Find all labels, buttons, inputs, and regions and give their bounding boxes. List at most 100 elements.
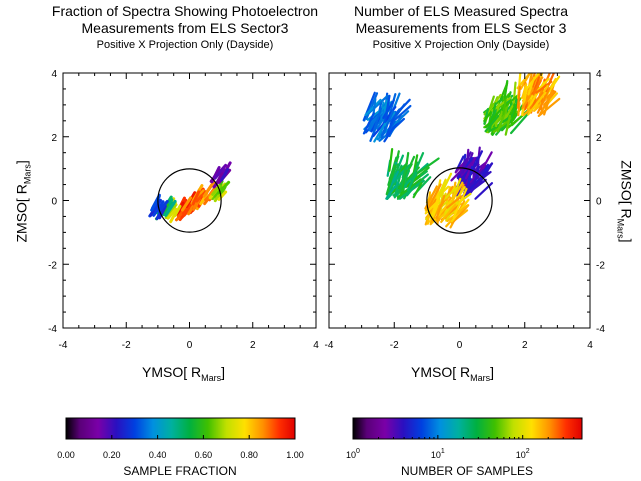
right-x-axis-title: YMSO[ RMars] (411, 364, 495, 383)
heatmap-streak (460, 162, 473, 177)
heatmap-streak (373, 107, 383, 131)
left-colorbar (65, 417, 296, 440)
heatmap-streak (152, 198, 162, 211)
heatmap-streak (473, 165, 480, 184)
left-title-line1: Fraction of Spectra Showing Photoelectro… (51, 3, 319, 19)
heatmap-streak (424, 199, 440, 215)
heatmap-streak (398, 166, 407, 194)
y-tick-label: -4 (596, 324, 605, 335)
heatmap-streak (537, 97, 561, 117)
heatmap-streak (527, 76, 536, 96)
right-colorbar (352, 417, 583, 440)
heatmap-streak (535, 80, 553, 94)
heatmap-streak (220, 168, 230, 182)
heatmap-streak (464, 178, 487, 196)
y-tick-label: 4 (596, 69, 602, 80)
left-colorbar-ticks: 0.00 0.20 0.40 0.60 0.80 1.00 (57, 435, 304, 460)
y-tick-label: -2 (596, 260, 605, 271)
x-tick-label: 4 (587, 340, 593, 351)
right-axis-ticks: -4 -2 0 2 4 4 2 0 -2 -4 (325, 69, 606, 351)
colorbar-tick-label: 1.00 (286, 450, 304, 460)
heatmap-streak (388, 147, 394, 172)
heatmap-streak (452, 187, 468, 219)
y-tick-label: -4 (48, 324, 57, 335)
heatmap-streak (383, 94, 391, 124)
heatmap-streak (451, 181, 464, 203)
right-heatmap (362, 73, 561, 229)
heatmap-streak (366, 94, 389, 116)
heatmap-streak (213, 168, 225, 180)
heatmap-streak (459, 151, 472, 175)
heatmap-streak (393, 175, 402, 199)
heatmap-streak (521, 94, 532, 110)
heatmap-streak (412, 154, 419, 174)
colorbar-tick-label: 0.00 (57, 450, 75, 460)
colorbar-tick-label: 101 (431, 448, 445, 460)
right-title-line1: Number of ELS Measured Spectra (354, 3, 568, 19)
heatmap-streak (532, 79, 542, 96)
y-tick-label: 2 (596, 133, 602, 144)
heatmap-streak (425, 183, 442, 214)
heatmap-streak (157, 199, 169, 213)
heatmap-streak (469, 171, 487, 190)
x-tick-label: -4 (325, 340, 334, 351)
heatmap-streak (489, 112, 517, 132)
heatmap-streak (516, 85, 521, 109)
heatmap-streak (502, 99, 507, 116)
x-tick-label: 2 (250, 340, 256, 351)
heatmap-streak (382, 99, 395, 120)
heatmap-streak (181, 201, 194, 216)
heatmap-streak (164, 199, 177, 217)
heatmap-streak (526, 77, 550, 102)
heatmap-streak (202, 181, 215, 198)
right-title-line2: Measurements from ELS Sector 3 (355, 20, 567, 36)
heatmap-streak (446, 195, 463, 209)
x-tick-label: -2 (122, 340, 131, 351)
plots-area: -4 -2 0 2 4 4 2 0 -2 -4 -4 -2 0 2 4 4 2 0 -2 -4 (48, 69, 606, 351)
heatmap-streak (435, 194, 446, 220)
heatmap-streak (173, 204, 182, 218)
heatmap-streak (208, 186, 217, 198)
x-tick-label: 4 (313, 340, 319, 351)
heatmap-streak (158, 204, 167, 220)
heatmap-streak (431, 198, 441, 218)
x-tick-label: -2 (390, 340, 399, 351)
right-colorbar-label: NUMBER OF SAMPLES (401, 464, 533, 478)
heatmap-streak (464, 156, 477, 180)
x-tick-label: 0 (187, 340, 193, 351)
heatmap-streak (522, 86, 527, 106)
y-tick-label: 0 (596, 197, 602, 208)
x-tick-label: -4 (59, 340, 68, 351)
heatmap-streak (517, 102, 521, 117)
y-tick-label: 0 (51, 197, 57, 208)
heatmap-streak (385, 164, 397, 196)
mars-circle-right (426, 167, 493, 234)
right-subtitle: Positive X Projection Only (Dayside) (372, 39, 550, 51)
heatmap-streak (180, 196, 193, 212)
heatmap-streak (191, 190, 201, 206)
heatmap-streak (406, 171, 418, 192)
y-tick-label: 4 (51, 69, 57, 80)
heatmap-streak (390, 108, 401, 121)
left-subtitle: Positive X Projection Only (Dayside) (96, 39, 274, 51)
heatmap-streak (496, 102, 510, 133)
y-tick-label: 2 (51, 133, 57, 144)
colorbar-tick-label: 0.40 (149, 450, 167, 460)
heatmap-streak (166, 207, 178, 220)
colorbar-tick-label: 102 (516, 448, 530, 460)
heatmap-streak (411, 151, 425, 179)
colorbar-tick-label: 0.60 (195, 450, 213, 460)
left-colorbar-label: SAMPLE FRACTION (123, 464, 236, 478)
heatmap-streak (437, 172, 453, 201)
heatmap-streak (519, 73, 532, 90)
colorbar-tick-label: 0.80 (240, 450, 258, 460)
left-title-line2: Measurements from ELS Sector3 (81, 20, 289, 36)
x-tick-label: 0 (457, 340, 463, 351)
heatmap-streak (380, 110, 395, 139)
heatmap-streak (364, 98, 382, 117)
mars-circle-left (157, 168, 222, 233)
y-tick-label: -2 (48, 260, 57, 271)
heatmap-streak (510, 110, 532, 135)
heatmap-streak (504, 114, 511, 136)
colorbar-tick-label: 100 (346, 448, 360, 460)
